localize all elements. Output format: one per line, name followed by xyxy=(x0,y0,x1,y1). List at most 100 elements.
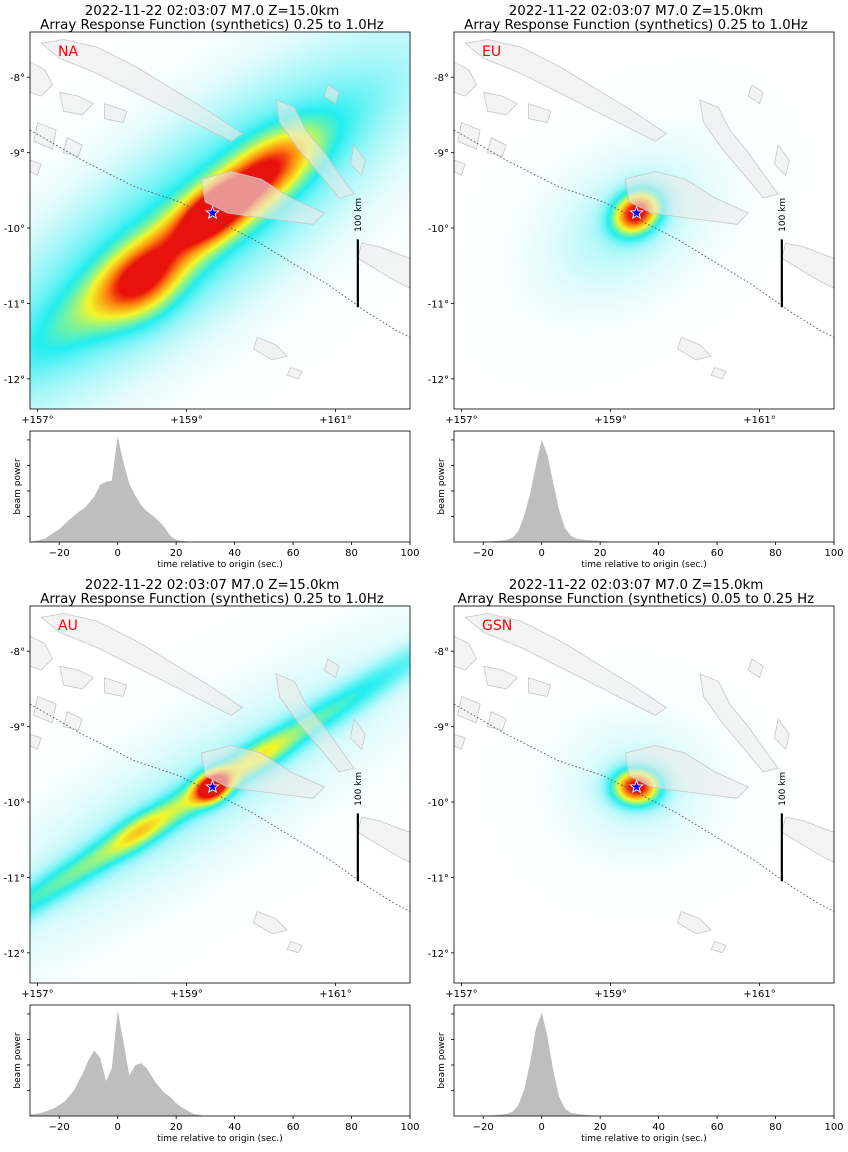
island-outline xyxy=(624,171,749,225)
time-tick-label: 0 xyxy=(115,1122,121,1133)
trace-frame xyxy=(453,1004,835,1117)
coastlines xyxy=(30,39,410,380)
time-tick-label: 20 xyxy=(594,548,607,559)
island-outline xyxy=(63,711,83,731)
time-tick-label: 20 xyxy=(170,1122,183,1133)
time-tick-label: 100 xyxy=(824,1122,843,1133)
heatmap-raster xyxy=(454,606,834,983)
scale-bar-label: 100 km xyxy=(354,198,364,232)
scale-bar-label: 100 km xyxy=(778,772,788,806)
island-outline xyxy=(677,910,712,935)
island-outline xyxy=(40,613,244,716)
island-outline xyxy=(699,673,779,773)
panel-plot: -8° -9° -10° -11° -12° +157° +159° +161° GSN 100 … xyxy=(428,605,844,1144)
time-tick-label: −20 xyxy=(473,1122,494,1133)
time-tick-label: 80 xyxy=(769,1122,782,1133)
lat-tick-label: -11° xyxy=(428,873,449,884)
island-outline xyxy=(59,91,94,116)
time-tick-label: 80 xyxy=(345,548,358,559)
island-outline xyxy=(781,816,834,863)
heatmap-canvas xyxy=(30,32,410,409)
lat-tick-label: -11° xyxy=(4,873,25,884)
lon-tick-label: +159° xyxy=(594,415,626,426)
coastlines xyxy=(30,613,410,954)
island-outline xyxy=(200,745,325,799)
array-label: GSN xyxy=(482,618,512,634)
heatmap-raster xyxy=(30,606,410,983)
time-tick-label: 100 xyxy=(400,1122,419,1133)
lat-tick-label: -8° xyxy=(434,73,449,84)
island-outline xyxy=(286,941,303,954)
trench-line xyxy=(30,703,410,912)
panel-eu: 2022-11-22 02:03:07 M7.0 Z=15.0km Array … xyxy=(424,0,848,574)
epicenter-star xyxy=(629,779,644,794)
island-outline xyxy=(781,242,834,289)
power-axis-label: beam power xyxy=(437,458,447,515)
panel-subtitle: Array Response Function (synthetics) 0.2… xyxy=(40,18,384,33)
time-tick-label: 60 xyxy=(287,548,300,559)
lat-tick-label: -8° xyxy=(10,73,25,84)
island-outline xyxy=(464,39,668,142)
time-tick-label: 80 xyxy=(345,1122,358,1133)
island-outline xyxy=(59,665,94,690)
island-outline xyxy=(30,61,53,97)
island-outline xyxy=(357,816,410,863)
lat-tick-label: -9° xyxy=(10,723,25,734)
time-tick-label: 0 xyxy=(539,1122,545,1133)
map-frame xyxy=(29,605,411,984)
trace-frame xyxy=(29,1004,411,1117)
island-outline xyxy=(323,658,340,679)
island-outline xyxy=(286,367,303,380)
island-outline xyxy=(40,39,244,142)
power-axis-label: beam power xyxy=(13,458,23,515)
island-outline xyxy=(454,61,477,97)
lat-tick-label: -9° xyxy=(10,149,25,160)
island-outline xyxy=(710,941,727,954)
island-outline xyxy=(528,103,552,123)
time-tick-label: 20 xyxy=(594,1122,607,1133)
island-outline xyxy=(275,99,355,199)
panel-plot: -8° -9° -10° -11° -12° +157° +159° +161° EU 100 k… xyxy=(428,31,844,570)
time-tick-label: 0 xyxy=(115,548,121,559)
island-outline xyxy=(773,718,790,751)
time-tick-label: 40 xyxy=(652,548,665,559)
time-tick-label: −20 xyxy=(49,1122,70,1133)
map-frame xyxy=(453,605,835,984)
island-outline xyxy=(357,242,410,289)
time-tick-label: 40 xyxy=(228,1122,241,1133)
array-label: EU xyxy=(482,44,501,60)
beam-power-area xyxy=(454,439,834,542)
lat-tick-label: -12° xyxy=(4,375,25,386)
island-outline xyxy=(104,103,128,123)
lat-tick-label: -8° xyxy=(434,647,449,658)
lat-tick-label: -12° xyxy=(428,375,449,386)
lat-tick-label: -11° xyxy=(4,299,25,310)
trace-frame xyxy=(29,430,411,543)
trench-line xyxy=(454,129,834,338)
time-tick-label: 60 xyxy=(711,1122,724,1133)
epicenter-star xyxy=(205,779,220,794)
scale-bar-label: 100 km xyxy=(778,198,788,232)
map-frame xyxy=(29,31,411,410)
lon-tick-label: +159° xyxy=(170,989,202,1000)
coastlines xyxy=(454,613,834,954)
map-frame xyxy=(453,31,835,410)
time-axis-label: time relative to origin (sec.) xyxy=(581,1134,706,1144)
time-tick-label: 20 xyxy=(170,548,183,559)
island-outline xyxy=(624,745,749,799)
time-tick-label: 0 xyxy=(539,548,545,559)
island-outline xyxy=(454,635,477,671)
lon-tick-label: +159° xyxy=(594,989,626,1000)
island-outline xyxy=(464,613,668,716)
island-outline xyxy=(253,910,288,935)
time-tick-label: 40 xyxy=(228,548,241,559)
time-tick-label: 100 xyxy=(400,548,419,559)
coastlines xyxy=(454,39,834,380)
time-tick-label: −20 xyxy=(49,548,70,559)
lat-tick-label: -12° xyxy=(4,949,25,960)
lat-tick-label: -9° xyxy=(434,149,449,160)
lat-tick-label: -10° xyxy=(428,798,449,809)
island-outline xyxy=(710,367,727,380)
island-outline xyxy=(483,91,518,116)
lat-tick-label: -10° xyxy=(428,224,449,235)
